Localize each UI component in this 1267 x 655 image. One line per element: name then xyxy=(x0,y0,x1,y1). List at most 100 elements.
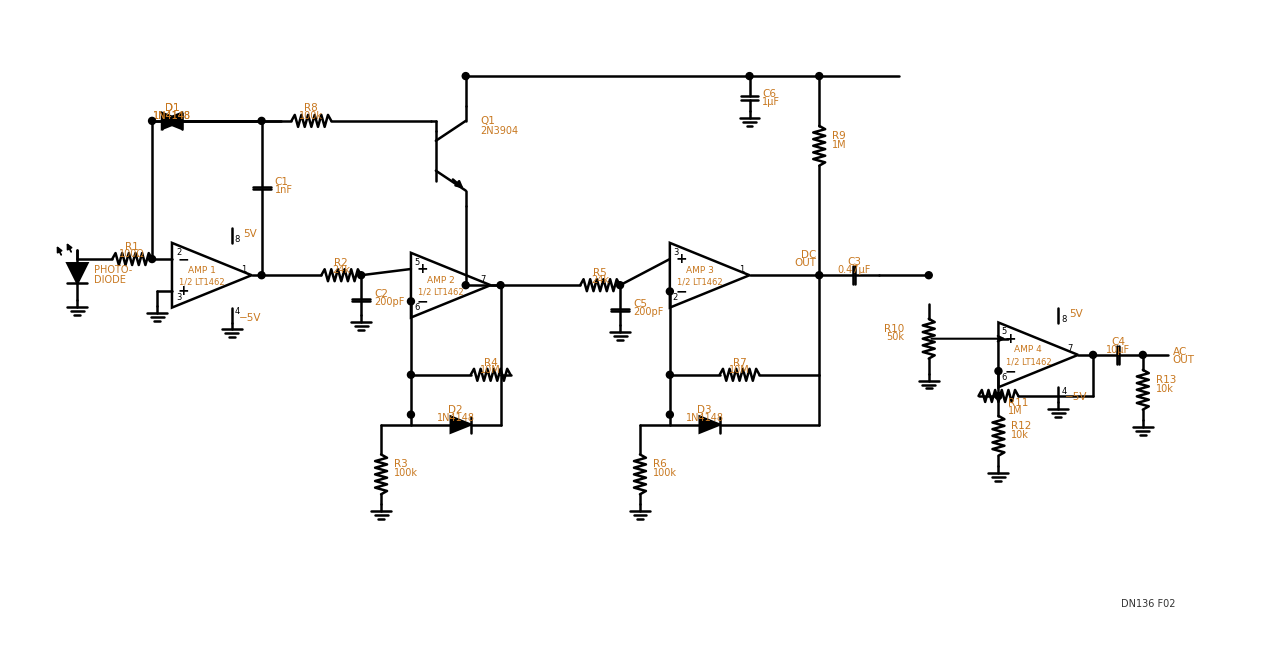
Text: R9: R9 xyxy=(832,131,846,141)
Text: 10k: 10k xyxy=(1156,384,1173,394)
Text: D3: D3 xyxy=(697,405,712,415)
Circle shape xyxy=(148,117,156,124)
Circle shape xyxy=(617,282,623,289)
Text: AC: AC xyxy=(1173,347,1187,357)
Circle shape xyxy=(462,282,469,289)
Text: R2: R2 xyxy=(334,258,348,269)
Text: 1M: 1M xyxy=(832,140,846,150)
Circle shape xyxy=(666,411,673,418)
Circle shape xyxy=(148,255,156,263)
Text: 24k: 24k xyxy=(592,275,609,285)
Text: 3: 3 xyxy=(673,248,678,257)
Polygon shape xyxy=(451,417,471,432)
Text: R12: R12 xyxy=(1011,421,1031,431)
Text: 1/2 LT1462: 1/2 LT1462 xyxy=(179,278,224,287)
Text: 5V: 5V xyxy=(1069,309,1083,318)
Text: 7: 7 xyxy=(480,274,485,284)
Text: 1N4148: 1N4148 xyxy=(153,111,191,121)
Text: +: + xyxy=(417,262,428,276)
Text: D1: D1 xyxy=(165,103,179,113)
Text: 1/2 LT1462: 1/2 LT1462 xyxy=(1006,358,1052,366)
Text: −: − xyxy=(177,252,190,266)
Text: 2: 2 xyxy=(673,293,678,302)
Text: R7: R7 xyxy=(732,358,746,368)
Text: 0.47μF: 0.47μF xyxy=(837,265,870,275)
Circle shape xyxy=(497,282,504,289)
Text: 10M: 10M xyxy=(730,365,750,375)
Text: D2: D2 xyxy=(449,405,462,415)
Circle shape xyxy=(408,411,414,418)
Text: R10: R10 xyxy=(883,324,903,334)
Text: 10k: 10k xyxy=(1011,430,1029,440)
Text: 5V: 5V xyxy=(243,229,256,239)
Text: 1: 1 xyxy=(739,265,745,274)
Text: 1: 1 xyxy=(242,265,247,274)
Circle shape xyxy=(357,272,365,279)
Circle shape xyxy=(1090,351,1096,358)
Text: OUT: OUT xyxy=(1173,355,1195,365)
Text: R3: R3 xyxy=(394,459,408,470)
Polygon shape xyxy=(67,263,87,283)
Text: 2N3904: 2N3904 xyxy=(480,126,518,136)
Text: 10μF: 10μF xyxy=(1106,345,1130,355)
Circle shape xyxy=(995,392,1002,400)
Text: −: − xyxy=(417,294,428,309)
Circle shape xyxy=(666,288,673,295)
Text: 7: 7 xyxy=(1068,345,1073,354)
Text: C1: C1 xyxy=(275,177,289,187)
Text: +: + xyxy=(177,284,190,299)
Text: 8: 8 xyxy=(234,235,239,244)
Text: 1μF: 1μF xyxy=(763,97,780,107)
Text: AMP 4: AMP 4 xyxy=(1015,345,1043,354)
Circle shape xyxy=(408,298,414,305)
Text: R5: R5 xyxy=(593,269,607,278)
Text: C3: C3 xyxy=(848,257,862,267)
Circle shape xyxy=(666,371,673,379)
Text: 1N4148: 1N4148 xyxy=(153,111,191,121)
Text: AMP 1: AMP 1 xyxy=(188,266,215,274)
Text: DC: DC xyxy=(801,250,816,260)
Text: AMP 2: AMP 2 xyxy=(427,276,455,285)
Text: 10M: 10M xyxy=(480,365,500,375)
Text: −5V: −5V xyxy=(238,312,261,322)
Text: R4: R4 xyxy=(484,358,498,368)
Text: 6: 6 xyxy=(414,303,419,312)
Text: C2: C2 xyxy=(374,289,388,299)
Text: R11: R11 xyxy=(1009,398,1029,408)
Polygon shape xyxy=(699,417,720,432)
Circle shape xyxy=(995,367,1002,375)
Text: DN136 F02: DN136 F02 xyxy=(1120,599,1175,609)
Text: DIODE: DIODE xyxy=(94,275,127,285)
Text: 200pF: 200pF xyxy=(634,307,664,317)
Circle shape xyxy=(816,272,822,279)
Text: 100k: 100k xyxy=(653,468,677,478)
Text: +: + xyxy=(675,252,688,266)
Text: R13: R13 xyxy=(1156,375,1176,384)
Circle shape xyxy=(816,73,822,79)
Text: 2: 2 xyxy=(176,248,181,257)
Text: 8: 8 xyxy=(1062,315,1067,324)
Text: −: − xyxy=(1005,364,1016,378)
Text: R8: R8 xyxy=(304,103,318,113)
Text: 6: 6 xyxy=(1001,373,1007,382)
Text: 1nF: 1nF xyxy=(275,185,293,195)
Text: R6: R6 xyxy=(653,459,666,470)
Text: +: + xyxy=(1005,331,1016,346)
Polygon shape xyxy=(162,113,182,129)
Text: AMP 3: AMP 3 xyxy=(685,266,713,274)
Text: 100k: 100k xyxy=(394,468,418,478)
Text: C5: C5 xyxy=(634,299,647,309)
Text: 1M: 1M xyxy=(1009,406,1022,416)
Text: R1: R1 xyxy=(125,242,139,252)
Circle shape xyxy=(1139,351,1147,358)
Text: PHOTO-: PHOTO- xyxy=(94,265,133,275)
Text: 24k: 24k xyxy=(332,265,350,275)
Text: 5: 5 xyxy=(414,257,419,267)
Text: 1N4148: 1N4148 xyxy=(437,413,475,422)
Text: 100k: 100k xyxy=(299,111,323,121)
Text: 1/2 LT1462: 1/2 LT1462 xyxy=(677,278,722,287)
Circle shape xyxy=(746,73,753,79)
Polygon shape xyxy=(162,113,182,129)
Circle shape xyxy=(925,272,933,279)
Text: 3: 3 xyxy=(176,293,181,302)
